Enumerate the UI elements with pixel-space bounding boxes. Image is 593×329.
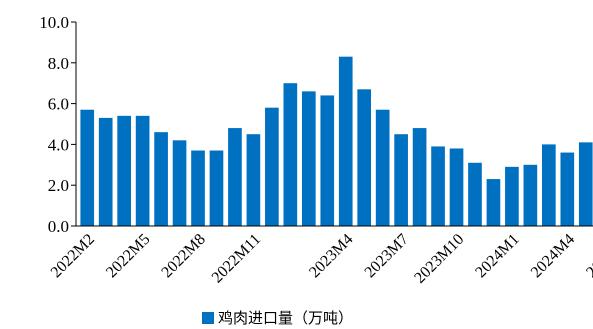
y-tick-label: 4.0 — [48, 135, 69, 154]
bar — [449, 148, 464, 226]
bar — [80, 109, 95, 226]
bar — [135, 115, 150, 226]
bar — [412, 128, 427, 226]
x-tick-label: 2024M1 — [472, 231, 522, 281]
x-tick-label: 2022M11 — [209, 231, 265, 287]
x-tick-label: 2022M2 — [48, 231, 98, 281]
x-tick-label: 2022M8 — [158, 231, 208, 281]
bar — [523, 164, 538, 226]
bar — [209, 150, 224, 226]
y-tick-label: 6.0 — [48, 95, 69, 114]
x-tick-label: 2023M4 — [306, 231, 356, 281]
legend: 鸡肉进口量（万吨） — [202, 309, 353, 327]
legend-swatch — [202, 312, 214, 324]
bar — [320, 95, 335, 226]
bar — [560, 152, 575, 226]
bar — [542, 144, 556, 226]
bar-series — [80, 56, 593, 227]
y-axis: 0.0 2.0 4.0 6.0 8.0 10.0 — [39, 13, 77, 236]
bar — [228, 128, 242, 226]
x-axis: 2022M2 2022M5 2022M8 2022M11 2023M4 2023M7 202… — [48, 225, 593, 287]
x-tick-label: 2023M7 — [362, 231, 412, 281]
bar — [468, 162, 482, 226]
bar — [265, 107, 279, 226]
bar — [431, 146, 445, 226]
bar — [154, 132, 168, 226]
y-tick-label: 2.0 — [48, 176, 69, 195]
bar — [394, 134, 408, 226]
bar — [486, 179, 501, 226]
x-tick-label: 2022M5 — [103, 231, 153, 281]
bar — [505, 166, 519, 226]
bar — [338, 56, 353, 227]
bar — [301, 91, 316, 226]
x-tick-label: 2023M10 — [411, 231, 467, 287]
bar — [98, 117, 113, 226]
y-tick-label: 8.0 — [48, 54, 69, 73]
bar — [578, 142, 593, 226]
legend-label: 鸡肉进口量（万吨） — [218, 309, 353, 327]
bar — [246, 134, 261, 226]
bar — [117, 115, 131, 226]
bar — [172, 140, 187, 226]
x-tick-label: 2024M4 — [528, 231, 578, 281]
x-tick-label: 2024M7 — [583, 231, 593, 281]
bar — [283, 83, 298, 226]
bar — [375, 109, 390, 226]
bar — [357, 89, 372, 226]
y-tick-label: 0.0 — [48, 217, 69, 236]
y-tick-label: 10.0 — [39, 13, 69, 32]
bar — [191, 150, 205, 226]
